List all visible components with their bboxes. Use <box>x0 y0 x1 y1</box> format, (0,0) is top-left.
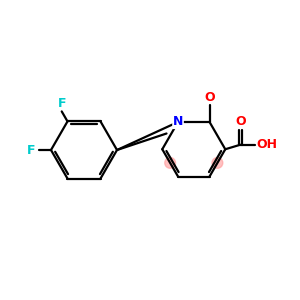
Circle shape <box>165 158 176 168</box>
Text: F: F <box>27 143 36 157</box>
Text: O: O <box>235 115 246 128</box>
Text: N: N <box>173 116 183 128</box>
Text: OH: OH <box>257 138 278 151</box>
Circle shape <box>212 158 223 168</box>
Text: O: O <box>204 91 215 104</box>
Text: F: F <box>58 97 66 110</box>
